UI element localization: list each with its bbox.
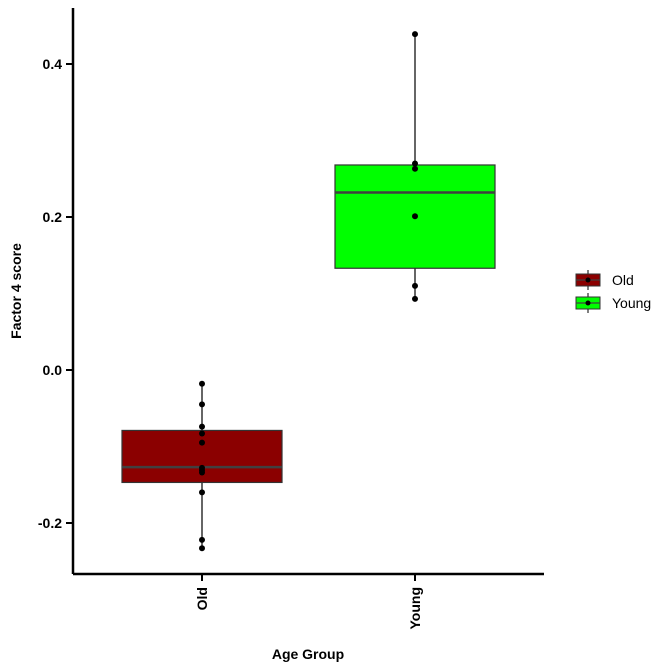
x-tick-label: Young	[407, 587, 423, 630]
data-point	[412, 160, 418, 167]
legend-key-point	[585, 300, 591, 306]
legend-key-point	[585, 277, 591, 283]
data-point	[199, 430, 205, 437]
data-point	[199, 380, 205, 387]
data-point	[412, 295, 418, 302]
plot-area	[121, 31, 496, 552]
y-tick-label: -0.2	[38, 515, 62, 531]
data-point	[199, 469, 205, 476]
y-tick-label: 0.2	[43, 209, 63, 225]
data-point	[412, 31, 418, 38]
legend: Old Young	[575, 270, 651, 313]
data-point	[199, 536, 205, 543]
legend-label: Young	[612, 295, 651, 311]
y-tick-label: 0.4	[43, 56, 63, 72]
data-point	[199, 401, 205, 408]
data-point	[412, 282, 418, 289]
data-point	[412, 213, 418, 220]
data-point	[412, 165, 418, 172]
data-point	[199, 545, 205, 552]
ticks: -0.2 0.0 0.2 0.4 Old Young	[38, 56, 423, 630]
data-point	[199, 489, 205, 496]
legend-label: Old	[612, 272, 634, 288]
x-axis-title: Age Group	[272, 646, 344, 662]
y-axis-title: Factor 4 score	[8, 243, 24, 339]
data-point	[199, 423, 205, 430]
y-tick-label: 0.0	[43, 362, 63, 378]
axes	[71, 8, 544, 576]
x-tick-label: Old	[194, 587, 210, 610]
data-point	[199, 439, 205, 446]
